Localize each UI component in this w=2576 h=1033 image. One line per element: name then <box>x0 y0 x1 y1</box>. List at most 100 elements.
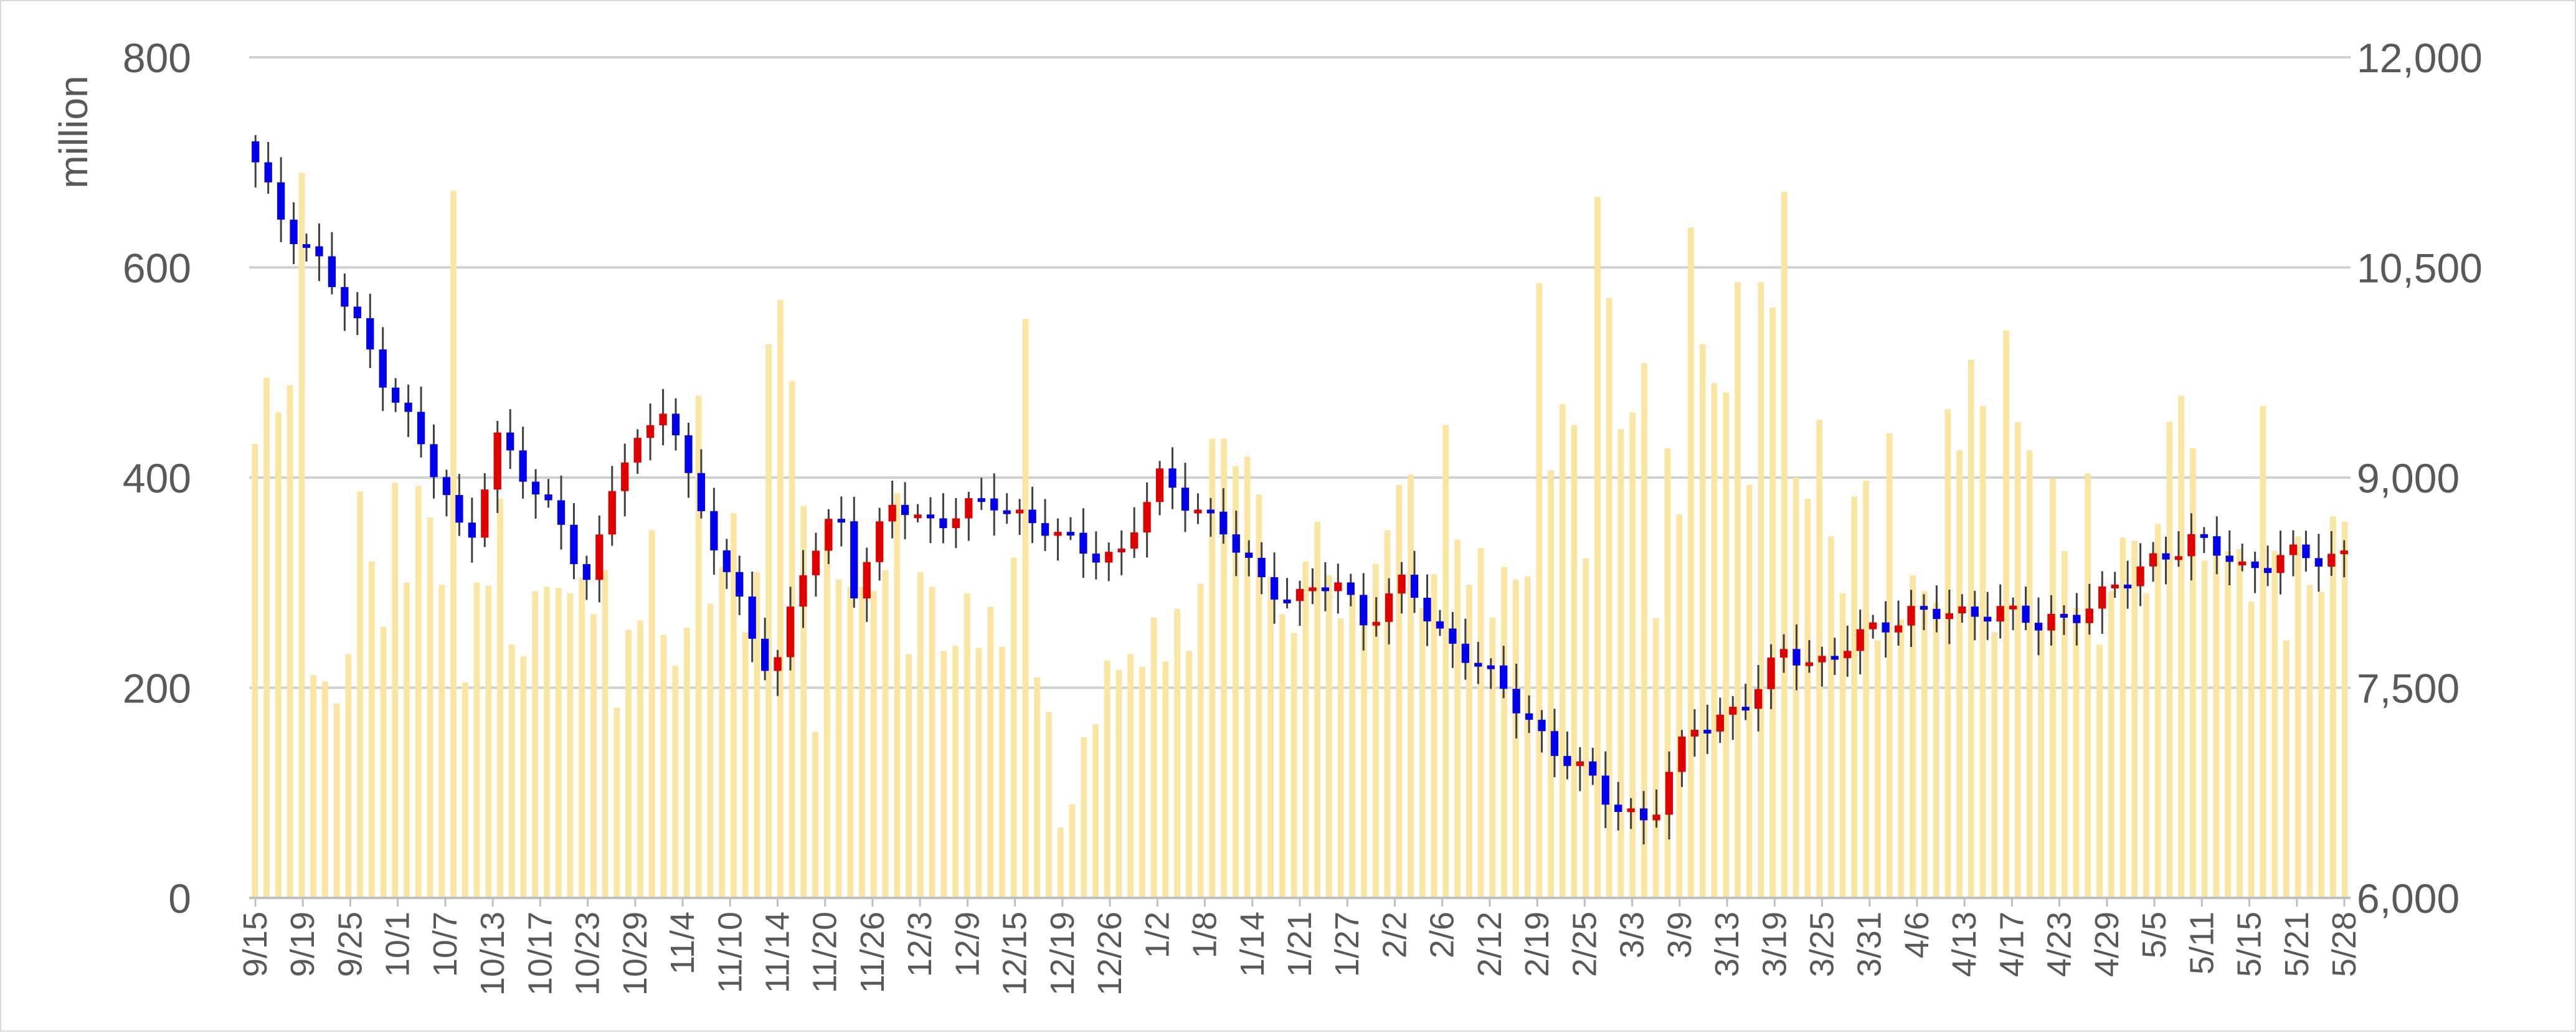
x-tick-label: 9/25 <box>331 912 369 977</box>
volume-bar <box>1699 344 1706 898</box>
volume-bar <box>2003 330 2009 898</box>
volume-bar <box>707 603 714 898</box>
volume-bar <box>1302 562 1309 898</box>
candle-down <box>2251 561 2259 568</box>
volume-bar <box>1956 450 1963 898</box>
candle-up <box>595 534 604 580</box>
candle-down <box>761 638 769 671</box>
candle-down <box>722 550 731 572</box>
candle-down <box>1283 599 1291 603</box>
volume-bar <box>590 614 597 898</box>
volume-bar <box>1991 632 1998 898</box>
candle-down <box>557 500 566 525</box>
candle-down <box>442 477 451 496</box>
volume-bar <box>1968 360 1974 898</box>
candle-up <box>825 519 833 551</box>
candle-up <box>1869 622 1877 630</box>
candle-up <box>2085 608 2093 623</box>
volume-bar <box>2038 622 2045 898</box>
volume-bar <box>1536 283 1543 898</box>
candle-down <box>990 498 998 511</box>
x-tick-label: 10/13 <box>474 912 511 996</box>
candle-down <box>519 450 527 482</box>
candle-up <box>1054 532 1062 536</box>
volume-bar <box>1571 425 1578 898</box>
volume-bar <box>1921 591 1928 898</box>
candle-up <box>799 575 807 607</box>
candle-up <box>1309 587 1317 592</box>
volume-bar <box>1827 536 1834 898</box>
volume-bar <box>2119 537 2126 898</box>
candle-down <box>2060 613 2068 618</box>
candle-up <box>1105 552 1113 563</box>
volume-bar <box>415 486 422 898</box>
candle-down <box>264 162 272 182</box>
volume-bar <box>719 567 726 898</box>
candle-down <box>748 597 756 639</box>
candle-down <box>430 444 438 478</box>
volume-bar <box>1139 666 1145 898</box>
volume-bar <box>1349 591 1356 898</box>
candle-up <box>812 550 820 575</box>
volume-bar <box>777 300 784 898</box>
candle-up <box>1015 509 1024 514</box>
volume-bar <box>672 666 679 898</box>
volume-bar <box>1408 474 1414 898</box>
candle-up <box>888 504 896 522</box>
volume-bar <box>1652 618 1659 898</box>
volume-bar <box>310 675 316 898</box>
volume-bar <box>1617 429 1624 898</box>
candle-up <box>2009 605 2017 610</box>
left-tick-label: 200 <box>123 666 191 712</box>
volume-bar <box>2225 551 2232 898</box>
candle-down <box>1321 587 1330 592</box>
candle-down <box>1257 557 1266 577</box>
candle-down <box>1614 804 1622 812</box>
candle-up <box>876 521 884 562</box>
volume-bar <box>1384 530 1391 898</box>
candle-up <box>646 425 655 438</box>
candle-down <box>1066 532 1075 536</box>
candle-up <box>2136 566 2144 587</box>
volume-bar <box>894 493 901 898</box>
volume-bar <box>532 591 539 898</box>
candle-down <box>1436 621 1444 629</box>
candle-down <box>1423 597 1431 621</box>
x-tick-label: 3/25 <box>1804 912 1841 977</box>
candle-down <box>2302 544 2310 559</box>
candle-down <box>341 287 349 307</box>
candle-down <box>1830 656 1839 660</box>
volume-bar <box>1851 496 1858 898</box>
candle-down <box>1792 649 1801 666</box>
candle-down <box>353 306 361 319</box>
volume-bar <box>1466 585 1472 898</box>
volume-bar <box>1022 319 1029 898</box>
candle-down <box>2073 615 2081 623</box>
x-tick-label: 12/19 <box>1044 912 1081 996</box>
candle-up <box>633 438 642 463</box>
volume-bar <box>1361 619 1367 898</box>
candle-down <box>684 435 693 473</box>
volume-bar <box>906 654 912 898</box>
candle-down <box>570 524 578 564</box>
volume-bar <box>1081 737 1087 898</box>
candle-down <box>366 318 374 350</box>
volume-bar <box>508 644 515 898</box>
candle-down <box>468 522 476 538</box>
x-tick-label: 10/7 <box>427 912 464 977</box>
volume-bar <box>2213 545 2220 898</box>
candle-up <box>1767 658 1775 689</box>
candle-up <box>2289 544 2298 555</box>
candle-down <box>837 519 845 523</box>
volume-bar <box>1209 438 1216 898</box>
volume-bar <box>263 377 270 898</box>
volume-bar <box>1221 438 1228 898</box>
x-tick-label: 5/21 <box>2278 912 2316 977</box>
volume-bar <box>1372 564 1379 898</box>
volume-bar <box>1688 227 1694 898</box>
x-tick-label: 12/26 <box>1091 912 1129 996</box>
volume-bar <box>975 648 982 898</box>
candle-down <box>544 494 552 501</box>
candle-down <box>1512 689 1520 714</box>
